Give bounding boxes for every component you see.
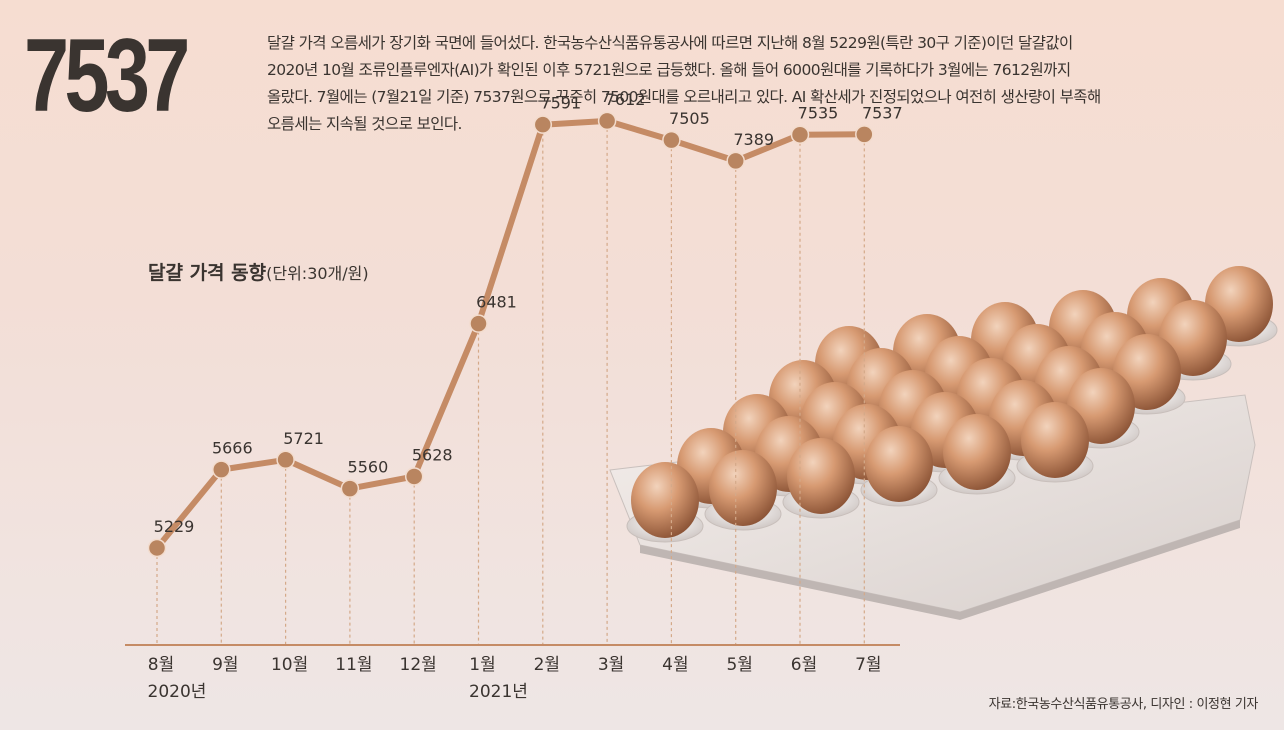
data-label: 7535: [798, 104, 839, 123]
data-point: [790, 125, 810, 144]
data-point: [855, 125, 874, 144]
egg: [943, 414, 1011, 490]
data-label: 7612: [605, 90, 646, 109]
summary-line: 올랐다. 7월에는 (7월21일 기준) 7537원으로 꾸준히 7500원대를…: [267, 88, 1101, 106]
chart-unit-label: (단위:30개/원): [266, 264, 369, 283]
x-tick-label: 3월: [598, 655, 624, 675]
data-point: [597, 111, 617, 131]
x-tick-label: 1월: [469, 655, 495, 675]
data-label: 5628: [412, 445, 453, 464]
value-labels: 5229 5666 5721 5560 5628 6481 7591 7612 7505 7389…: [154, 90, 903, 536]
data-label: 6481: [476, 293, 517, 312]
markers: [147, 111, 874, 558]
data-point: [469, 314, 488, 333]
data-point: [212, 460, 231, 479]
data-label: 7537: [862, 103, 903, 122]
egg: [1021, 402, 1089, 478]
year-label: 2020년: [148, 682, 207, 702]
x-tick-label: 6월: [791, 655, 817, 675]
data-point: [662, 130, 681, 150]
x-tick-label: 9월: [212, 655, 238, 675]
eggs: [626, 266, 1278, 543]
x-tick-label: 10월: [271, 655, 308, 675]
x-tick-label: 8월: [148, 655, 174, 675]
price-line: [154, 117, 868, 551]
headline-number: 7537: [24, 18, 190, 134]
summary-line: 오름세는 지속될 것으로 보인다.: [267, 115, 462, 133]
data-point: [147, 538, 167, 558]
egg: [865, 426, 933, 502]
data-label: 5666: [212, 439, 253, 458]
summary-line: 달걀 가격 오름세가 장기화 국면에 들어섰다. 한국농수산식품유통공사에 따르…: [267, 34, 1073, 52]
data-label: 5229: [154, 517, 195, 536]
egg: [787, 438, 855, 514]
x-tick-label: 11월: [335, 655, 372, 675]
data-label: 7389: [733, 130, 774, 149]
x-tick-label: 7월: [855, 655, 881, 675]
data-label: 7505: [669, 109, 710, 128]
x-tick-label: 2월: [534, 655, 560, 675]
x-tick-labels: 8월 9월 10월 11월 12월 1월 2월 3월 4월 5월 6월 7월 2020년 2021년: [148, 655, 882, 702]
data-point: [404, 467, 424, 486]
x-tick-label: 12월: [400, 655, 437, 675]
data-label: 5721: [283, 429, 324, 448]
egg: [709, 450, 777, 526]
data-point: [276, 450, 295, 470]
x-tick-label: 5월: [726, 655, 752, 675]
chart-title-text: 달걀 가격 동향: [148, 262, 267, 284]
data-point: [533, 115, 553, 134]
data-label: 5560: [348, 458, 389, 477]
year-label: 2021년: [469, 682, 528, 702]
dashed-guides: [156, 128, 865, 645]
egg-tray-illustration: [609, 266, 1278, 620]
summary-text: 달걀 가격 오름세가 장기화 국면에 들어섰다. 한국농수산식품유통공사에 따르…: [267, 30, 1267, 138]
x-tick-label: 4월: [662, 655, 688, 675]
summary-line: 2020년 10월 조류인플루엔자(AI)가 확인된 이후 5721원으로 급등…: [267, 61, 1071, 79]
egg: [631, 462, 699, 538]
source-credit: 자료:한국농수산식품유통공사, 디자인 : 이정현 기자: [988, 697, 1259, 712]
data-point: [340, 479, 360, 498]
data-point: [726, 151, 745, 171]
chart-title: 달걀 가격 동향(단위:30개/원): [148, 262, 369, 284]
data-label: 7591: [540, 94, 581, 113]
